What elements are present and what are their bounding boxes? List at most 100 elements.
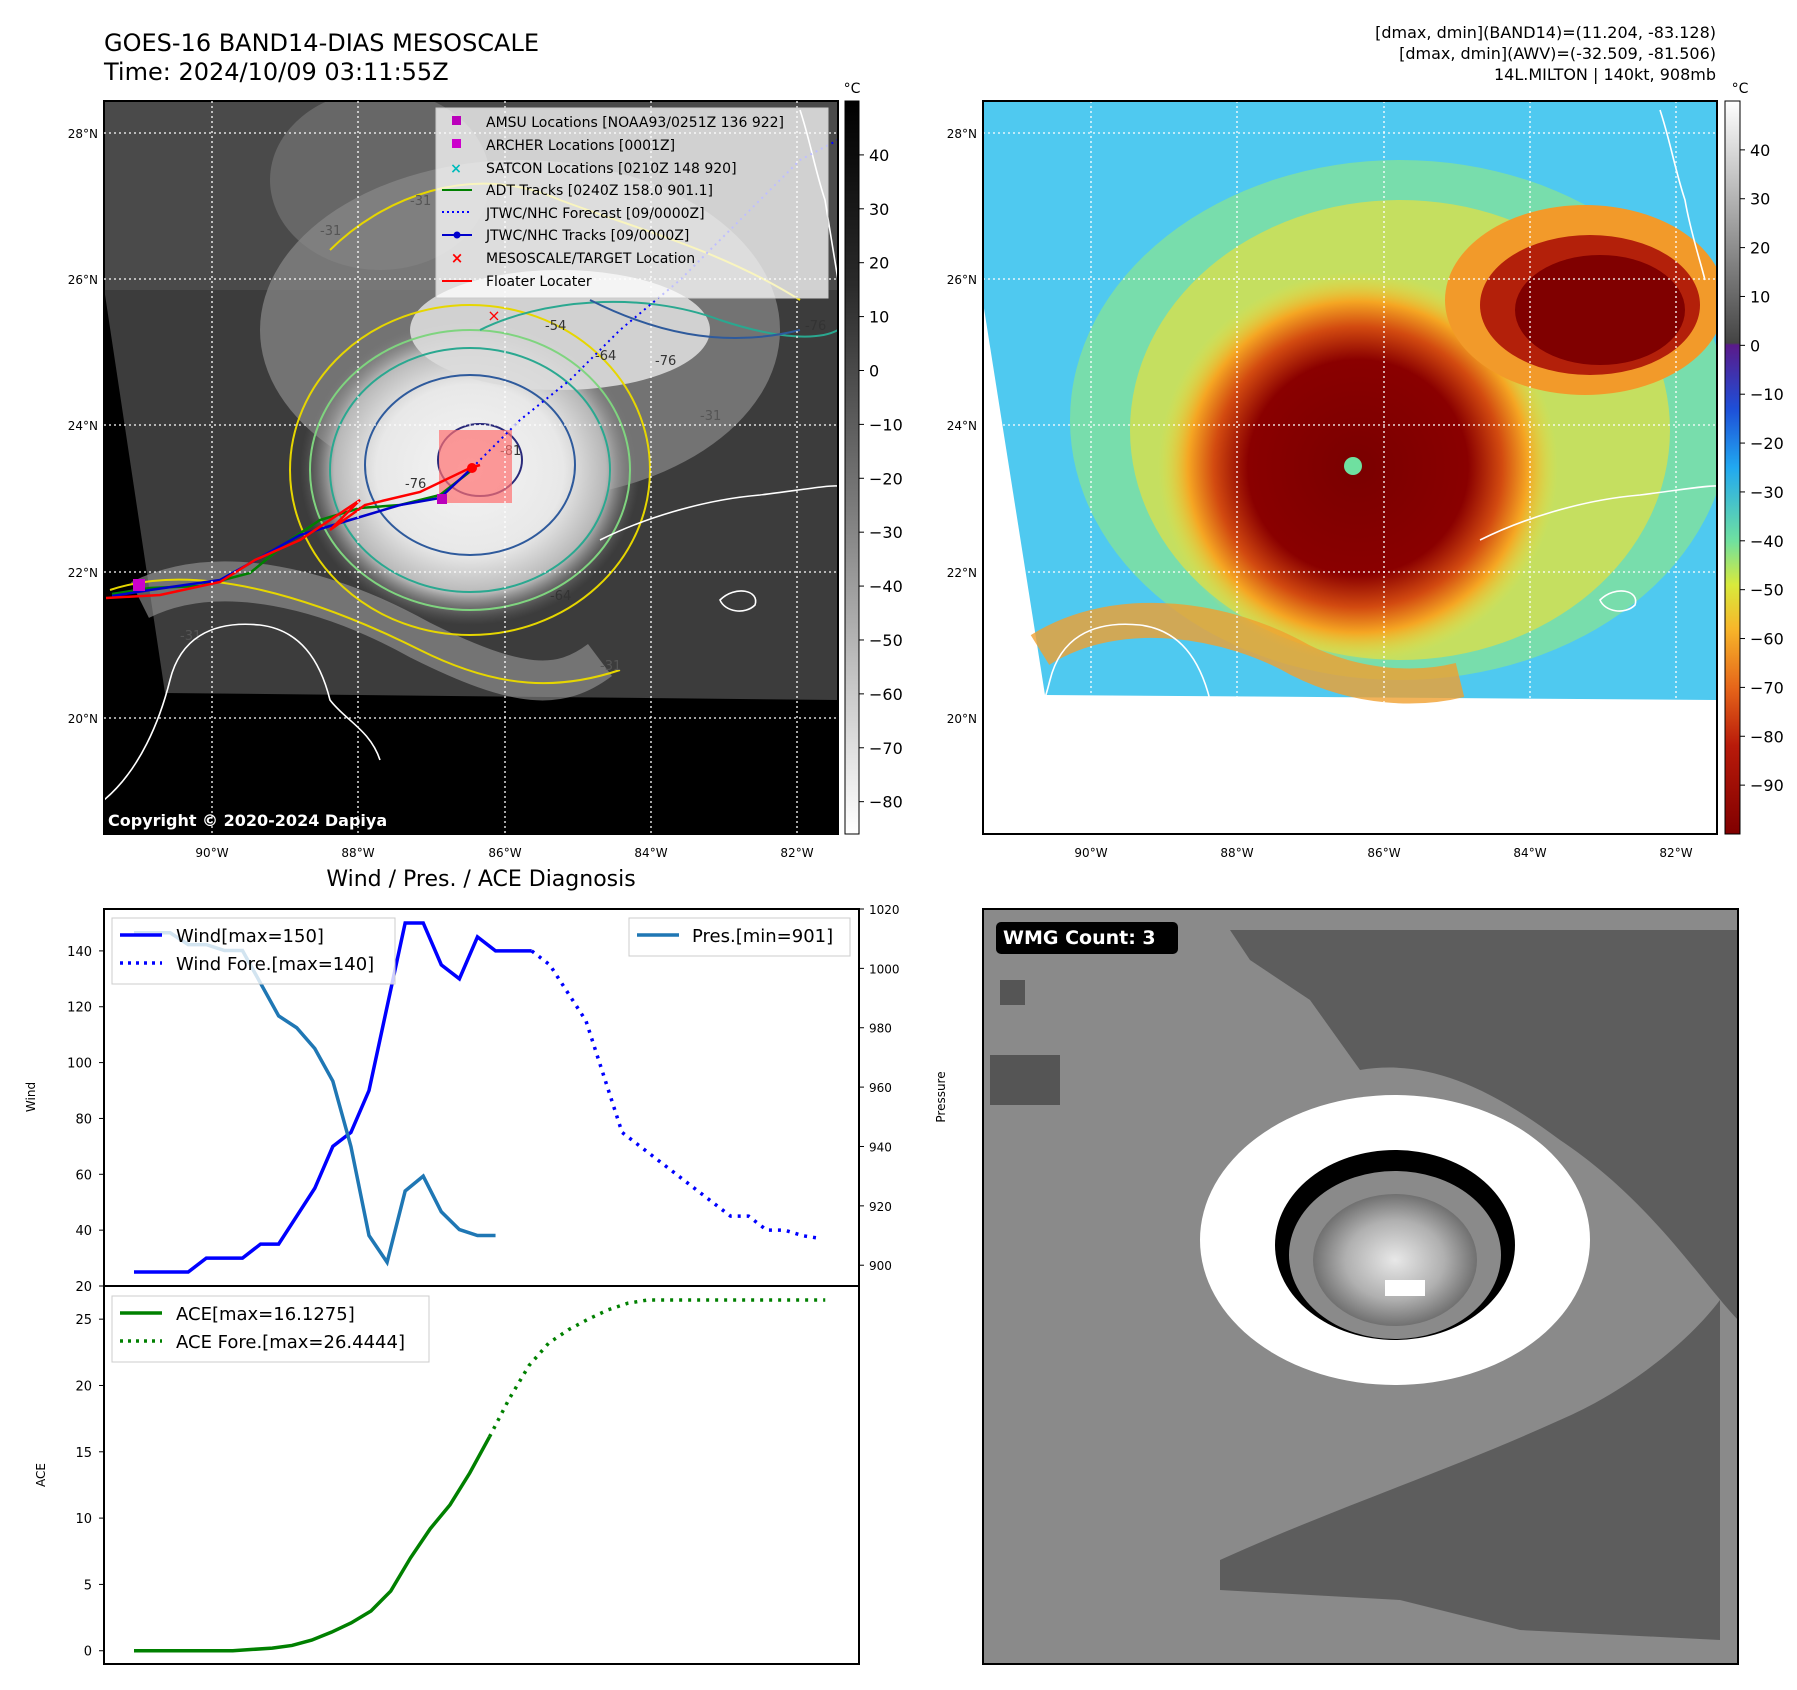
legend-box (435, 107, 829, 299)
gray-colorbar-tick-label: −70 (869, 739, 903, 758)
left-lon-label: 82°W (780, 846, 813, 860)
legend-item: SATCON Locations [0210Z 148 920] (486, 161, 737, 177)
color-colorbar-tick-label: −40 (1750, 532, 1784, 551)
gray-colorbar-tick-label: −30 (869, 523, 903, 542)
ace-line (134, 1435, 492, 1653)
ace-tick-label: 10 (75, 1512, 92, 1527)
ace-chart: ACE 0 5 10 15 20 25 ACE[max=16.1275] ACE Fore… (34, 1285, 860, 1665)
pressure-tick-label: 960 (869, 1081, 892, 1095)
legend-wind-forecast: Wind Fore.[max=140] (176, 954, 374, 975)
wind-tick-label: 120 (67, 1001, 92, 1016)
left-map-panel: -31 -31 -31 -31 -54 -64 -76 -76 -81 -64 … (103, 100, 839, 835)
archer-marker (133, 579, 145, 591)
gray-colorbar-tick-label: −80 (869, 793, 903, 812)
contour-label: -31 (600, 659, 621, 674)
color-colorbar-tick-label: −80 (1750, 727, 1784, 746)
left-lat-label: 26°N (68, 273, 98, 287)
storm-cdo-ne (410, 270, 710, 390)
eye (1344, 457, 1362, 475)
figure-time: Time: 2024/10/09 03:11:55Z (103, 58, 449, 86)
map-axis-labels: 28°N 26°N 24°N 22°N 20°N 90°W 88°W 86°W … (68, 127, 1693, 860)
gray-colorbar-tick-label: −50 (869, 631, 903, 650)
pressure-axis-label: Pressure (934, 1071, 948, 1122)
wind-tick-label: 140 (67, 945, 92, 960)
legend-ace: ACE[max=16.1275] (176, 1304, 355, 1325)
right-lon-label: 86°W (1367, 846, 1400, 860)
gray-colorbar-tick-label: −10 (869, 415, 903, 434)
contour-label: -76 (405, 477, 426, 492)
info-awv: [dmax, dmin](AWV)=(-32.509, -81.506) (1399, 44, 1716, 63)
left-map-frame (103, 100, 839, 835)
right-florida-coast (1659, 109, 1706, 281)
pressure-tick-label: 920 (869, 1200, 892, 1214)
right-map-panel (982, 100, 1718, 835)
pressure-tick-label: 900 (869, 1259, 892, 1273)
ace-tick-label: 15 (75, 1446, 92, 1461)
legend-item: ADT Tracks [0240Z 158.0 901.1] (486, 183, 713, 199)
contour-76 (364, 374, 576, 556)
wmg-dark-patch-west (990, 1055, 1060, 1105)
gray-colorbar: °C 40 30 20 10 0 −10 −20 −30 −40 −50 −60 −70 −80 (844, 81, 903, 835)
left-map-legend: AMSU Locations [NOAA93/0251Z 136 922] AR… (435, 107, 829, 299)
gray-colorbar-tick-label: −60 (869, 685, 903, 704)
figure-title: GOES-16 BAND14-DIAS MESOSCALE (104, 29, 539, 57)
right-map-gridlines (983, 101, 1717, 834)
info-band14: [dmax, dmin](BAND14)=(11.204, -83.128) (1375, 23, 1716, 42)
wind-tick-label: 100 (67, 1057, 92, 1072)
legend-item: AMSU Locations [NOAA93/0251Z 136 922] (486, 115, 784, 131)
amsu-marker (437, 494, 447, 504)
gray-colorbar-tick-label: 0 (869, 361, 879, 380)
ace-tick-label: 5 (84, 1578, 92, 1593)
floater-locater (105, 463, 481, 600)
copyright: Copyright © 2020-2024 Dapiya (108, 811, 387, 830)
current-position (467, 463, 477, 473)
legend-item: MESOSCALE/TARGET Location (486, 251, 695, 267)
legend-item: Floater Locater (486, 274, 592, 290)
left-lat-label: 22°N (68, 566, 98, 580)
color-colorbar-tick-label: −70 (1750, 678, 1784, 697)
wind-tick-label: 60 (75, 1168, 92, 1183)
coastline (104, 485, 838, 801)
left-lon-label: 84°W (634, 846, 667, 860)
gray-colorbar-tick-label: 30 (869, 200, 889, 219)
color-colorbar-tick-label: 20 (1750, 239, 1770, 258)
right-lon-label: 84°W (1513, 846, 1546, 860)
color-colorbar-tick-label: 30 (1750, 190, 1770, 209)
right-lon-label: 90°W (1074, 846, 1107, 860)
right-isla-juventud (1599, 590, 1637, 612)
contour-label: -31 (320, 224, 341, 239)
wind-tick-label: 40 (75, 1224, 92, 1239)
color-colorbar-tick-label: −10 (1750, 385, 1784, 404)
wmg-eye (1313, 1194, 1477, 1326)
gray-colorbar-tick-label: 40 (869, 146, 889, 165)
gray-colorbar-tick-label: −40 (869, 577, 903, 596)
wmg-dark-patch-nw (1000, 980, 1025, 1005)
pressure-tick-label: 980 (869, 1022, 892, 1036)
color-colorbar-tick-label: 10 (1750, 287, 1770, 306)
color-colorbar-tick-label: 40 (1750, 141, 1770, 160)
diagnosis-title: Wind / Pres. / ACE Diagnosis (326, 867, 635, 892)
wmg-count-label: WMG Count: 3 (1003, 927, 1156, 949)
gray-colorbar-unit: °C (844, 81, 861, 97)
contour-label: -31 (700, 409, 721, 424)
color-colorbar-tick-label: −20 (1750, 434, 1784, 453)
legend-marker-archer (452, 139, 461, 148)
contour-label: -31 (180, 629, 201, 644)
legend-pressure: Pres.[min=901] (692, 926, 833, 947)
pressure-tick-label: 1020 (869, 903, 900, 917)
right-lat-label: 20°N (947, 712, 977, 726)
ace-tick-label: 0 (84, 1645, 92, 1660)
right-coastline (983, 485, 1717, 801)
ace-tick-label: 25 (75, 1313, 92, 1328)
legend-item: JTWC/NHC Forecast [09/0000Z] (485, 206, 705, 222)
wmg-frame (982, 908, 1739, 1665)
legend-item: JTWC/NHC Tracks [09/0000Z] (485, 228, 689, 244)
left-lon-label: 88°W (341, 846, 374, 860)
wind-legend-box (111, 917, 396, 985)
right-lat-label: 22°N (947, 566, 977, 580)
wmg-eye-center (1385, 1280, 1425, 1296)
right-lat-label: 26°N (947, 273, 977, 287)
right-lat-label: 28°N (947, 127, 977, 141)
wind-line (134, 921, 532, 1274)
